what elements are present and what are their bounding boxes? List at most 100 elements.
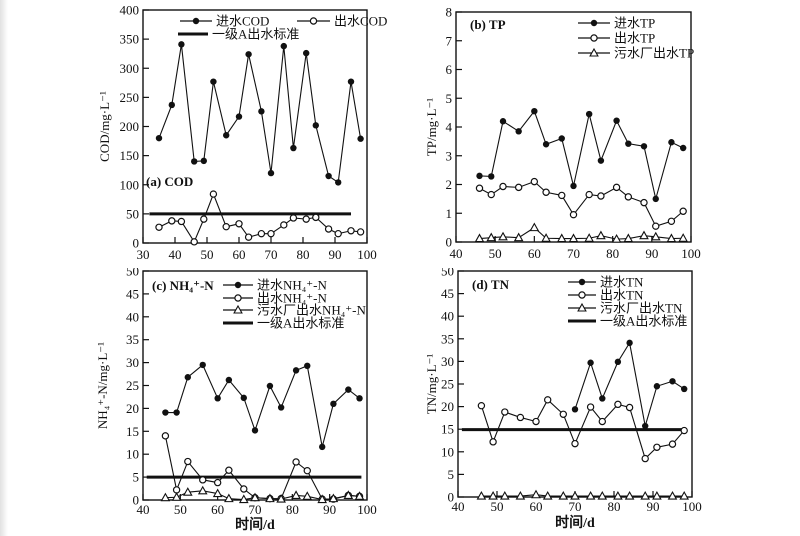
series-line [479,110,684,200]
filled-circle-marker [173,409,180,416]
legend-item-label: 一级A出水标准 [257,316,344,331]
open-circle-marker [487,190,495,199]
y-tick-label: 5 [446,91,453,106]
filled-circle-marker [476,172,483,180]
y-tick-label: 3 [446,148,453,163]
open-triangle-marker [529,222,540,232]
open-circle-marker [168,217,176,225]
open-circle-marker [240,485,248,493]
x-axis-label: 时间/d [555,514,595,531]
y-tick-label: 250 [120,90,140,105]
y-tick-label: 25 [441,377,454,392]
legend-item-label: 进水COD [216,14,269,29]
y-tick-label: 50 [126,268,139,279]
filled-circle-marker [614,358,622,366]
filled-circle-marker [245,51,252,58]
series-line [165,364,360,448]
open-circle-marker [302,215,310,223]
open-triangle-marker [250,492,260,502]
open-circle-marker [324,225,333,233]
x-tick-label: 50 [491,499,504,514]
open-triangle-marker [585,490,596,500]
open-triangle-marker [568,233,579,243]
y-tick-label: 0 [448,490,455,505]
y-tick-label: 0 [133,493,140,508]
filled-circle-marker [240,394,247,402]
open-circle-marker [571,439,579,448]
filled-circle-marker [330,400,337,408]
y-tick-label: 6 [446,62,453,77]
filled-circle-marker [258,108,265,115]
open-triangle-marker [589,47,599,57]
filled-circle-marker [162,409,169,416]
filled-circle-marker [325,172,332,180]
x-tick-label: 90 [329,247,342,262]
open-triangle-marker [577,302,587,312]
open-triangle-marker [558,490,569,500]
y-tick-label: 8 [446,5,453,20]
x-tick-label: 100 [357,502,377,517]
open-triangle-marker [499,490,510,500]
open-circle-marker [475,184,484,192]
open-circle-marker [161,432,170,440]
open-circle-marker [225,466,233,474]
open-circle-marker [559,410,567,418]
open-circle-marker [489,438,497,446]
open-circle-marker [558,191,566,200]
filled-circle-marker [312,122,319,129]
open-circle-marker [542,188,550,196]
open-triangle-marker [678,233,689,242]
y-tick-label: 35 [441,331,454,346]
open-triangle-marker [302,491,313,500]
open-triangle-marker [224,493,234,503]
open-triangle-marker [276,493,286,503]
filled-circle-marker [184,374,191,381]
open-triangle-marker [265,493,275,503]
open-circle-marker [177,217,186,226]
open-triangle-marker [556,233,567,243]
y-tick-label: 45 [126,286,139,301]
y-tick-label: 100 [120,177,140,192]
y-tick-label: 45 [441,286,454,301]
open-triangle-marker [513,232,524,242]
open-circle-marker [625,403,634,412]
open-circle-marker [312,213,320,222]
legend-item-label: 出水COD [334,14,387,29]
panel-d-tn: 40 50 60 70 80 90 100 0 5 10 15 20 25 30 35 40 45 50 TN/mg… [400,268,800,536]
x-tick-label: 30 [137,247,150,262]
open-circle-marker [234,294,242,302]
open-circle-marker [257,229,266,238]
filled-circle-marker [223,132,230,139]
open-circle-marker [501,408,509,416]
open-circle-marker [590,34,598,42]
filled-circle-marker [199,361,206,369]
y-tick-label: 150 [120,148,140,163]
x-tick-label: 80 [608,499,621,514]
panel-title: (b) TP [470,17,506,32]
x-tick-label: 60 [211,502,224,517]
y-tick-label: 4 [446,120,453,135]
open-circle-marker [309,17,318,25]
open-circle-marker [200,215,208,223]
open-triangle-marker [515,490,526,500]
open-circle-marker [612,183,621,192]
x-tick-label: 100 [682,499,702,514]
filled-circle-marker [251,427,259,434]
filled-circle-marker [356,395,363,402]
open-triangle-marker [652,490,662,500]
legend-item-label: 出水TN [600,288,644,303]
open-triangle-marker [531,489,541,499]
open-circle-marker [679,207,687,215]
y-tick-label: 7 [446,33,453,48]
panel-b-tp: 40 50 60 70 80 90 100 0 1 2 3 4 5 6 7 8 TP/mg·L⁻¹ (b) TP 进… [400,0,800,268]
open-circle-marker [624,193,633,201]
open-triangle-marker [474,233,485,243]
open-circle-marker [172,486,181,494]
panel-title: (c) NH₄⁺-N [152,278,214,293]
filled-circle-marker [357,135,364,142]
open-circle-marker [598,417,606,426]
open-circle-marker [585,190,593,199]
open-triangle-marker [328,493,339,503]
x-tick-label: 70 [249,502,262,517]
filled-circle-marker [653,383,661,390]
